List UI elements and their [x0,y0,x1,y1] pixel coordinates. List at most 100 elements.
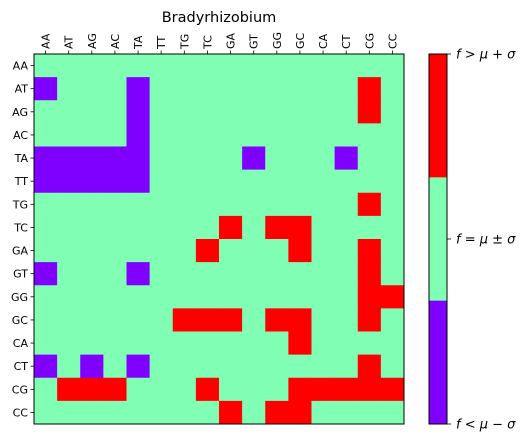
heatmap-cell [334,192,359,217]
heatmap-cell [380,77,405,101]
y-tick-label: TA [14,152,29,165]
heatmap-cell [265,239,289,263]
heatmap-cell [288,215,312,240]
heatmap-cell [380,331,405,356]
heatmap-cell [57,377,81,402]
y-tick-label: AA [13,60,29,73]
heatmap-cell [219,100,243,124]
heatmap-cell [34,354,58,379]
heatmap-cell [172,331,197,356]
y-tick-label: GT [13,268,28,281]
heatmap-cell [219,239,243,263]
heatmap-cell [242,331,266,356]
heatmap-cell [80,262,104,286]
heatmap-cell [242,146,266,171]
heatmap-cell [311,262,336,286]
heatmap-cell [357,285,382,309]
heatmap-cell [172,169,197,194]
heatmap-cell [265,285,289,309]
heatmap-cell [311,354,336,379]
heatmap-cell [380,100,405,124]
heatmap-cell [103,169,127,194]
heatmap-cell [34,308,58,332]
heatmap-cell [57,400,81,425]
heatmap-cell [380,215,405,240]
heatmap-cell [311,331,336,356]
heatmap-cell [357,146,382,171]
heatmap-cell [149,54,174,78]
heatmap-cell [288,285,312,309]
heatmap-cell [149,215,174,240]
heatmap-cell [172,354,197,379]
y-tick-label: CA [13,337,29,350]
heatmap-cell [34,146,58,171]
y-tick-label: TT [14,175,29,188]
heatmap-cell [242,192,266,217]
heatmap-cell [288,77,312,101]
x-tick-label: TT [155,35,168,50]
heatmap-cell [149,239,174,263]
heatmap-cell [149,123,174,147]
heatmap-cell [219,192,243,217]
heatmap-cell [288,100,312,124]
heatmap-cell [126,100,151,124]
heatmap-cell [242,77,266,101]
heatmap-cell [34,77,58,101]
heatmap-cell [195,169,220,194]
heatmap-cell [57,192,81,217]
heatmap-cell [219,308,243,332]
heatmap-cell [311,123,336,147]
heatmap-cell [126,400,151,425]
heatmap-cell [172,77,197,101]
heatmap-cell [80,400,104,425]
heatmap-cell [380,377,405,402]
heatmap-cell [195,146,220,171]
heatmap-cell [172,239,197,263]
heatmap-cell [57,100,81,124]
heatmap-cell [172,262,197,286]
heatmap-cell [34,123,58,147]
heatmap-cell [34,331,58,356]
heatmap-cell [57,308,81,332]
x-tick-label: CG [363,33,376,49]
heatmap-cell [57,262,81,286]
heatmap-cell [219,54,243,78]
y-tick-label: CT [14,360,29,373]
x-tick-label: AA [40,33,53,49]
heatmap-cell [219,285,243,309]
heatmap-cell [80,169,104,194]
heatmap-cell [334,54,359,78]
heatmap-cell [172,54,197,78]
heatmap-cell [242,354,266,379]
heatmap-cell [195,308,220,332]
heatmap-cell [380,192,405,217]
heatmap-cell [80,354,104,379]
heatmap-cell [311,192,336,217]
heatmap-cell [195,262,220,286]
heatmap-cell [334,377,359,402]
heatmap-cell [103,354,127,379]
x-tick-label: GG [271,32,284,49]
heatmap-cell [57,354,81,379]
heatmap-cell [242,54,266,78]
heatmap-cell [265,377,289,402]
heatmap-cell [126,354,151,379]
heatmap-cell [172,215,197,240]
heatmap-cell [57,54,81,78]
heatmap-cell [172,100,197,124]
heatmap-cell [265,77,289,101]
heatmap-cell [126,239,151,263]
heatmap-cell [80,215,104,240]
colorbar-label: f > μ + σ [456,48,516,63]
x-tick-label: GT [248,34,261,49]
heatmap-cell [34,215,58,240]
heatmap-cell [103,146,127,171]
heatmap-cell [80,377,104,402]
heatmap-cell [126,54,151,78]
heatmap-cell [126,377,151,402]
heatmap-cell [334,146,359,171]
heatmap-cell [334,331,359,356]
heatmap-cell [242,308,266,332]
heatmap-cell [311,169,336,194]
heatmap-cell [219,169,243,194]
